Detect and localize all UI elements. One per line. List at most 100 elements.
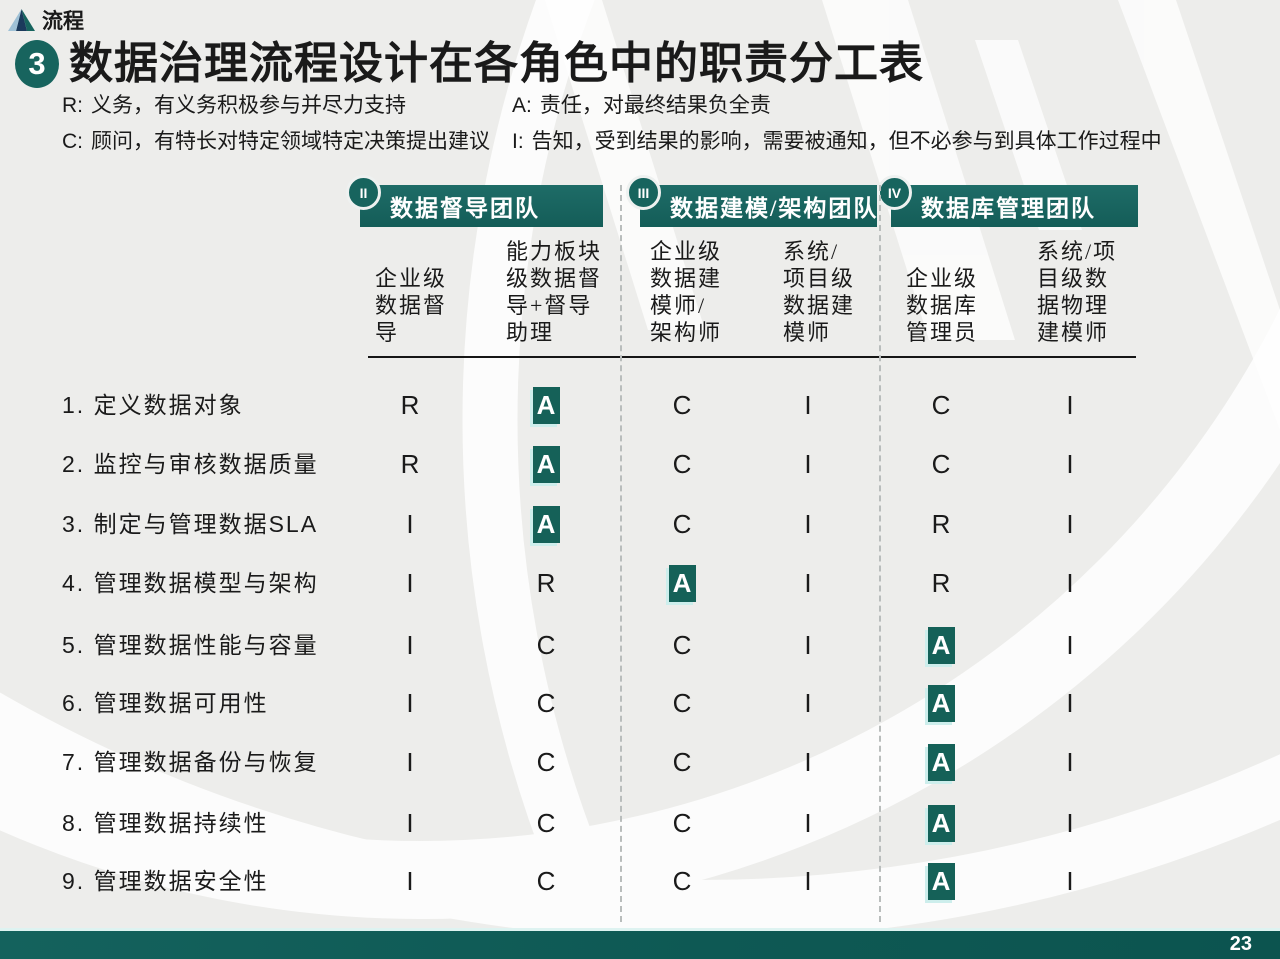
activity-label: 2. 监控与审核数据质量 [62, 451, 319, 477]
raci-cell: I [804, 448, 812, 479]
raci-cell: C [536, 746, 556, 777]
raci-cell: I [804, 746, 812, 777]
header-underline [368, 356, 1136, 358]
raci-cell: C [931, 389, 951, 420]
raci-cell: I [406, 746, 414, 777]
raci-cell: I [1066, 629, 1074, 660]
raci-cell: A [919, 861, 963, 901]
activity-label: 7. 管理数据备份与恢复 [62, 749, 319, 775]
raci-cell: I [406, 687, 414, 718]
raci-cell: C [672, 629, 692, 660]
raci-cell: C [672, 687, 692, 718]
raci-cell: C [931, 448, 951, 479]
role-header-capability-steward: 能力板块 级数据督 导+督导 助理 [506, 239, 603, 345]
raci-cell: I [1066, 865, 1074, 896]
raci-cell: C [672, 508, 692, 539]
role-header-enterprise-modeler: 企业级 数据建 模师/ 架构师 [650, 239, 723, 345]
raci-cell: C [672, 807, 692, 838]
table-row: 6. 管理数据可用性 I C C I A I [0, 683, 1280, 723]
role-header-project-physical-modeler: 系统/项 目级数 据物理 建模师 [1037, 239, 1118, 345]
title-row: 3 数据治理流程设计在各角色中的职责分工表 [15, 37, 924, 91]
raci-cell: A [919, 803, 963, 843]
raci-cell: I [1066, 567, 1074, 598]
raci-cell: A [919, 683, 963, 723]
raci-cell: I [406, 865, 414, 896]
raci-cell: R [931, 508, 951, 539]
team-name: 数据督导团队 [390, 196, 540, 221]
raci-cell: I [804, 508, 812, 539]
table-row: 2. 监控与审核数据质量 R A C I C I [0, 444, 1280, 484]
table-row: 3. 制定与管理数据SLA I A C I R I [0, 504, 1280, 544]
activity-label: 5. 管理数据性能与容量 [62, 632, 319, 658]
raci-legend: R: 义务，有义务积极参与并尽力支持 A: 责任，对最终结果负全责 C: 顾问，有特长… [62, 90, 1162, 157]
raci-cell: I [1066, 807, 1074, 838]
activity-label: 3. 制定与管理数据SLA [62, 511, 319, 537]
pyramid-logo-icon [8, 8, 35, 31]
page-number: 23 [1229, 933, 1252, 955]
raci-cell: C [672, 448, 692, 479]
team-numeral-badge: III [626, 175, 661, 210]
raci-cell: I [406, 807, 414, 838]
footer-accent-line [0, 928, 1280, 931]
page-title: 数据治理流程设计在各角色中的职责分工表 [69, 39, 924, 88]
team-numeral-badge: II [346, 175, 381, 210]
raci-cell: C [536, 687, 556, 718]
raci-cell: I [804, 629, 812, 660]
raci-cell: I [1066, 448, 1074, 479]
table-row: 4. 管理数据模型与架构 I R A I R I [0, 563, 1280, 603]
legend-item-c: C: 顾问，有特长对特定领域特定决策提出建议 [62, 129, 490, 153]
group-divider-2 [879, 185, 881, 922]
raci-cell: C [672, 865, 692, 896]
raci-cell: R [931, 567, 951, 598]
table-row: 7. 管理数据备份与恢复 I C C I A I [0, 742, 1280, 782]
raci-cell: I [406, 567, 414, 598]
raci-cell: I [804, 807, 812, 838]
table-row: 1. 定义数据对象 R A C I C I [0, 385, 1280, 425]
role-header-enterprise-steward: 企业级 数据督 导 [375, 266, 448, 345]
role-header-enterprise-dba: 企业级 数据库 管理员 [906, 266, 979, 345]
raci-cell: I [1066, 508, 1074, 539]
raci-cell: I [804, 389, 812, 420]
raci-cell: I [406, 629, 414, 660]
raci-cell: A [524, 504, 568, 544]
raci-cell: I [1066, 687, 1074, 718]
team-numeral-badge: IV [877, 175, 912, 210]
activity-label: 6. 管理数据可用性 [62, 690, 269, 716]
raci-cell: I [406, 508, 414, 539]
footer-bar [0, 931, 1280, 959]
raci-cell: A [524, 385, 568, 425]
raci-cell: I [1066, 746, 1074, 777]
table-row: 8. 管理数据持续性 I C C I A I [0, 803, 1280, 843]
raci-cell: A [524, 444, 568, 484]
raci-cell: I [804, 865, 812, 896]
raci-cell: C [672, 389, 692, 420]
role-header-project-modeler: 系统/ 项目级 数据建 模师 [783, 239, 856, 345]
team-bar-data-stewardship: II 数据督导团队 [346, 175, 603, 227]
raci-cell: A [660, 563, 704, 603]
activity-label: 1. 定义数据对象 [62, 392, 244, 418]
raci-cell: A [919, 625, 963, 665]
logo-text: 流程 [42, 9, 84, 33]
activity-label: 8. 管理数据持续性 [62, 810, 269, 836]
table-row: 9. 管理数据安全性 I C C I A I [0, 861, 1280, 901]
raci-cell: I [804, 687, 812, 718]
activity-label: 9. 管理数据安全性 [62, 868, 269, 894]
raci-cell: C [672, 746, 692, 777]
raci-cell: R [400, 448, 420, 479]
group-divider-1 [620, 185, 622, 922]
team-bar-database-admin: IV 数据库管理团队 [877, 175, 1138, 227]
activity-label: 4. 管理数据模型与架构 [62, 570, 319, 596]
raci-cell: C [536, 865, 556, 896]
raci-cell: I [804, 567, 812, 598]
raci-cell: C [536, 629, 556, 660]
team-name: 数据库管理团队 [921, 196, 1096, 221]
legend-item-i: I: 告知，受到结果的影响，需要被通知，但不必参与到具体工作过程中 [512, 129, 1162, 153]
legend-item-a: A: 责任，对最终结果负全责 [512, 93, 771, 117]
raci-cell: A [919, 742, 963, 782]
table-row: 5. 管理数据性能与容量 I C C I A I [0, 625, 1280, 665]
team-bar-data-modeling: III 数据建模/架构团队 [626, 175, 877, 227]
raci-cell: I [1066, 389, 1074, 420]
legend-item-r: R: 义务，有义务积极参与并尽力支持 [62, 93, 406, 117]
